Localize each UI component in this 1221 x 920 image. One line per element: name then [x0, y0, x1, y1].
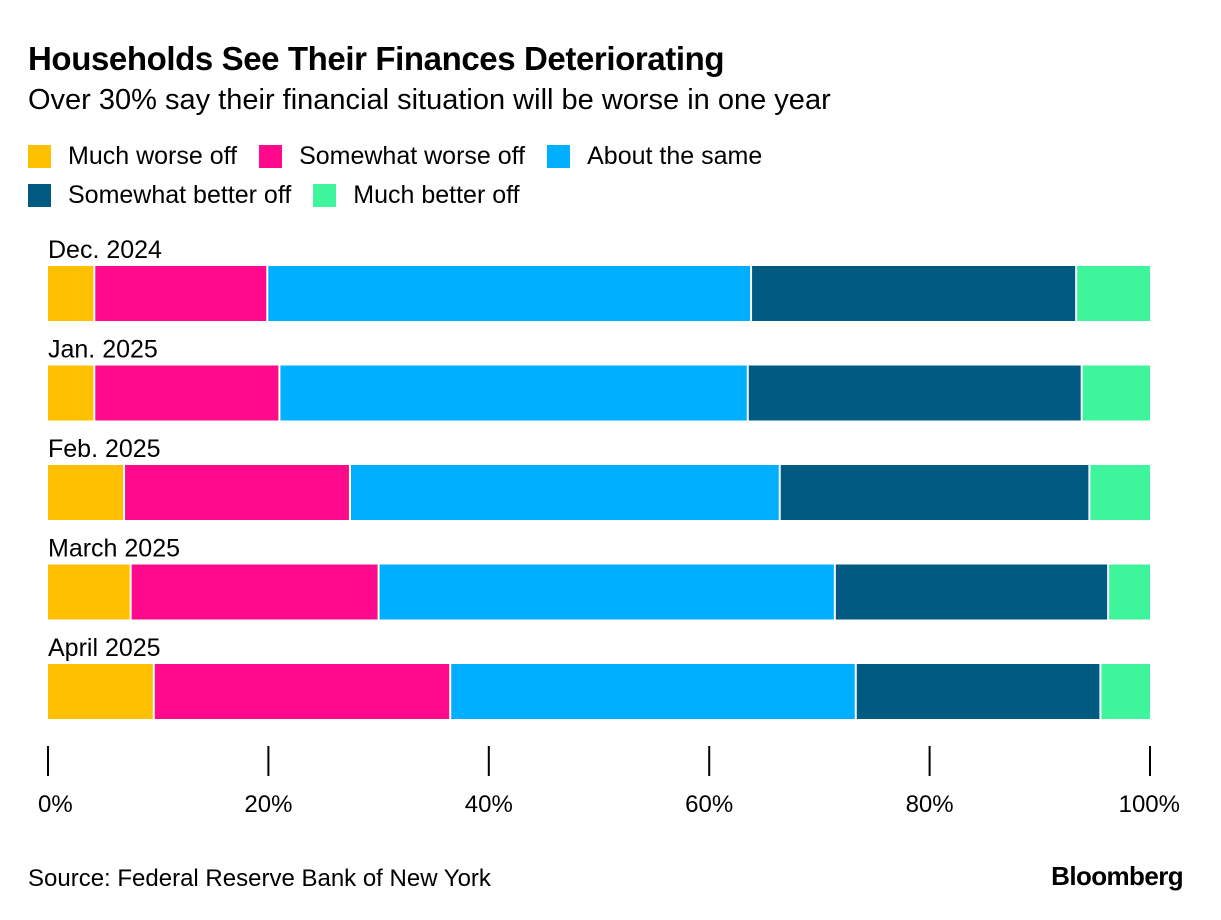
legend-swatch-about-the-same [547, 145, 571, 168]
stacked-bar-chart: Dec. 2024 Jan. 2025 Feb. 2025 March 2025 Apr… [38, 236, 1180, 818]
bar-segment-dec-2024-much-worse-off [48, 266, 95, 321]
legend-swatch-somewhat-worse-off [259, 145, 283, 168]
bar-segment-march-2025-somewhat-worse-off [130, 564, 379, 620]
legend-swatch-much-worse-off [28, 145, 51, 168]
legend-row-2: Somewhat better off Much better off [28, 181, 542, 210]
row-label-feb-2025: Feb. 2025 [48, 435, 161, 463]
bar-segment-april-2025-somewhat-better-off [855, 664, 1101, 719]
bar-segment-march-2025-somewhat-better-off [834, 564, 1109, 620]
bar-segment-jan-2025-much-better-off [1081, 365, 1150, 421]
bar-segment-jan-2025-about-the-same [279, 365, 748, 421]
x-tick-label-100: 100% [1119, 791, 1180, 818]
x-tick-label-20: 20% [244, 791, 292, 818]
legend-item-much-worse-off: Much worse off [28, 142, 237, 171]
row-label-april-2025: April 2025 [48, 634, 161, 662]
row-label-dec-2024: Dec. 2024 [48, 236, 162, 264]
bar-segment-feb-2025-somewhat-better-off [779, 465, 1090, 520]
legend-label-much-better-off: Much better off [353, 181, 520, 209]
bloomberg-logo: Bloomberg [1051, 861, 1183, 891]
chart-title: Households See Their Finances Deteriorat… [28, 40, 725, 77]
x-tick-label-80: 80% [906, 791, 954, 818]
legend-item-much-better-off: Much better off [313, 181, 520, 210]
bar-segment-feb-2025-about-the-same [349, 465, 780, 520]
bar-segment-march-2025-about-the-same [378, 564, 835, 620]
legend-label-much-worse-off: Much worse off [68, 142, 238, 170]
row-label-march-2025: March 2025 [48, 535, 180, 563]
bar-segment-jan-2025-much-worse-off [48, 365, 95, 421]
bar-segment-feb-2025-much-worse-off [48, 465, 125, 520]
legend-swatch-somewhat-better-off [28, 184, 51, 207]
chart-subtitle: Over 30% say their financial situation w… [28, 84, 831, 116]
legend-item-somewhat-worse-off: Somewhat worse off [259, 142, 525, 171]
bar-segment-dec-2024-much-better-off [1076, 266, 1150, 321]
x-tick-label-60: 60% [685, 791, 733, 818]
x-tick-label-40: 40% [465, 791, 513, 818]
bar-segment-dec-2024-about-the-same [267, 266, 752, 321]
x-tick-label-0: 0% [38, 791, 73, 818]
bar-segment-march-2025-much-worse-off [48, 564, 131, 620]
bar-segment-april-2025-somewhat-worse-off [153, 664, 451, 719]
legend-item-somewhat-better-off: Somewhat better off [28, 181, 291, 210]
legend-label-somewhat-worse-off: Somewhat worse off [299, 142, 526, 170]
legend-swatch-much-better-off [313, 184, 337, 207]
bar-segment-jan-2025-somewhat-better-off [747, 365, 1082, 421]
bar-segment-jan-2025-somewhat-worse-off [94, 365, 280, 421]
bar-segment-march-2025-much-better-off [1108, 564, 1150, 620]
bar-segment-april-2025-about-the-same [450, 664, 856, 719]
bar-segment-feb-2025-somewhat-worse-off [124, 465, 350, 520]
bar-segment-dec-2024-somewhat-better-off [751, 266, 1077, 321]
bar-segment-dec-2024-somewhat-worse-off [94, 266, 268, 321]
row-label-jan-2025: Jan. 2025 [48, 336, 158, 364]
legend-label-somewhat-better-off: Somewhat better off [68, 181, 292, 209]
bar-segment-april-2025-much-better-off [1100, 664, 1150, 719]
bar-segment-feb-2025-much-better-off [1089, 465, 1150, 520]
source-note: Source: Federal Reserve Bank of New York [28, 865, 491, 892]
legend-item-about-the-same: About the same [547, 142, 762, 171]
bar-segment-april-2025-much-worse-off [48, 664, 154, 719]
legend-row-1: Much worse off Somewhat worse off About … [28, 142, 784, 171]
legend-label-about-the-same: About the same [587, 142, 763, 170]
